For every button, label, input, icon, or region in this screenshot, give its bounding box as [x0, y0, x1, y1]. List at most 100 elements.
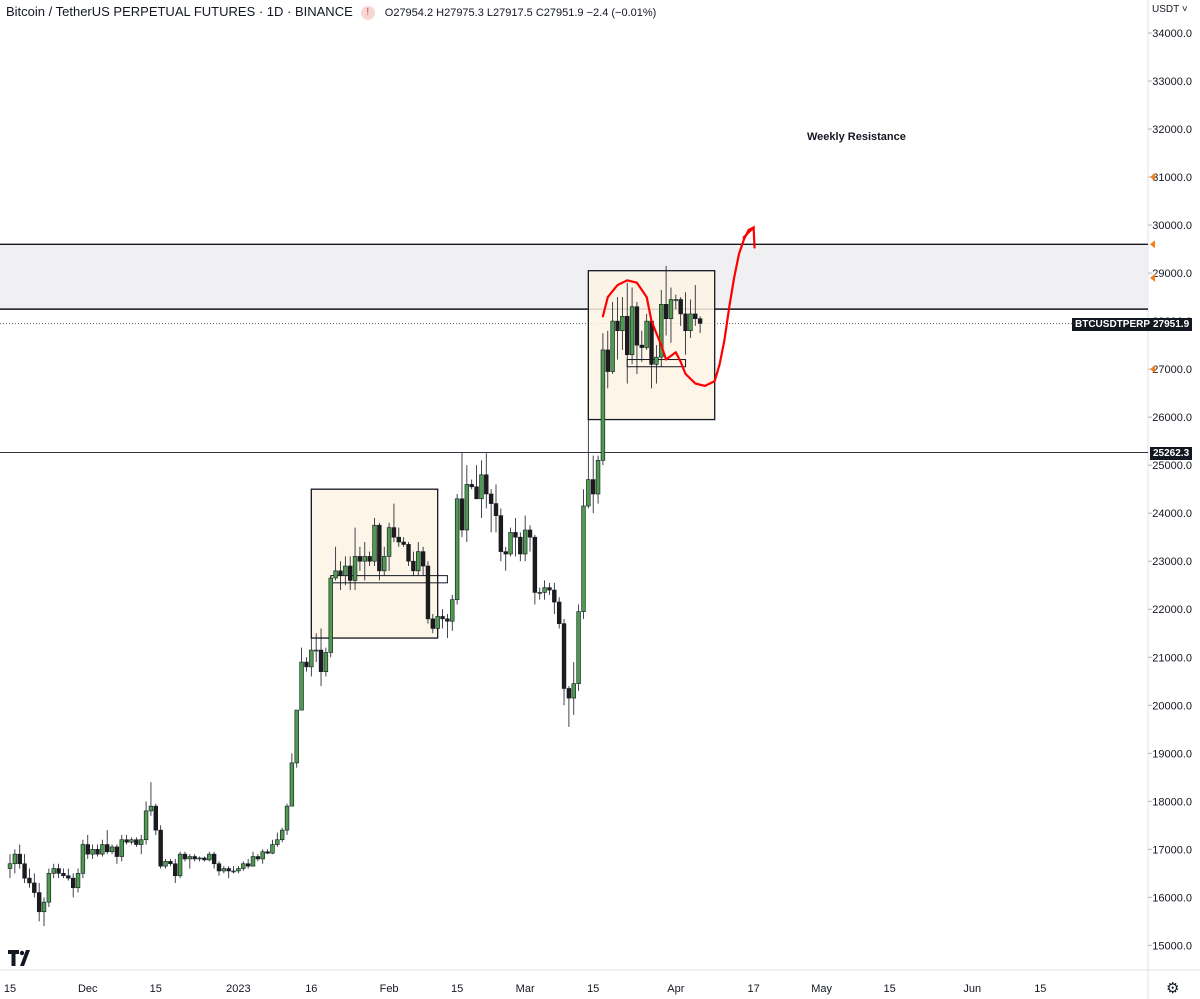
candle: [158, 825, 163, 869]
candle: [36, 882, 42, 922]
candle: [445, 614, 450, 639]
candle: [610, 301, 615, 374]
y-tick-label: 20000.0: [1152, 700, 1192, 712]
candle: [95, 844, 100, 857]
weekly-resistance-label[interactable]: Weekly Resistance: [807, 131, 906, 143]
candle: [406, 542, 411, 567]
candle: [216, 861, 222, 876]
alert-marker-icon: [1150, 273, 1155, 282]
candle: [362, 542, 367, 581]
level-tag: 25262.3: [1150, 447, 1193, 460]
candle: [134, 837, 139, 847]
y-tick-label: 30000.0: [1152, 220, 1192, 232]
symbol-title[interactable]: Bitcoin / TetherUS PERPETUAL FUTURES · 1…: [6, 4, 353, 19]
candle: [119, 834, 124, 862]
candle: [270, 839, 275, 855]
candle: [265, 849, 270, 855]
candle: [435, 614, 440, 631]
x-tick-label: 17: [747, 983, 759, 995]
candle: [576, 604, 581, 691]
candle: [129, 837, 134, 845]
candle: [90, 844, 95, 859]
resistance-zone: [0, 244, 1148, 310]
candle: [352, 527, 358, 591]
tradingview-logo-icon[interactable]: [8, 950, 36, 966]
x-tick-label: Feb: [380, 983, 399, 995]
candle: [683, 292, 688, 355]
candle: [488, 489, 494, 533]
x-tick-label: 15: [150, 983, 162, 995]
candle: [275, 832, 280, 847]
candle: [148, 782, 154, 816]
x-tick-label: Dec: [78, 983, 98, 995]
x-tick-label: 16: [305, 983, 317, 995]
candle: [338, 561, 343, 591]
candle: [143, 801, 149, 845]
y-tick-label: 33000.0: [1152, 76, 1192, 88]
candle: [17, 844, 22, 869]
x-tick-label: Jun: [963, 983, 981, 995]
candle: [629, 287, 635, 365]
x-tick-label: May: [811, 983, 832, 995]
y-tick-label: 17000.0: [1152, 844, 1192, 856]
settings-gear-icon[interactable]: ⚙: [1166, 980, 1180, 997]
candle: [85, 834, 90, 859]
arrowhead-icon: [742, 224, 756, 249]
currency-selector[interactable]: USDT ˅: [1152, 4, 1188, 15]
candle: [294, 709, 299, 768]
candle: [182, 851, 188, 862]
y-tick-label: 26000.0: [1152, 412, 1192, 424]
candle: [192, 854, 197, 862]
candle: [241, 861, 246, 871]
candle: [207, 851, 212, 862]
candle: [279, 827, 285, 843]
y-tick-label: 18000.0: [1152, 796, 1192, 808]
candle: [255, 854, 261, 862]
candle: [168, 858, 173, 867]
candle: [284, 803, 290, 835]
candle: [236, 866, 241, 874]
candle: [313, 633, 319, 663]
y-tick-label: 21000.0: [1152, 652, 1192, 664]
candle: [401, 537, 406, 547]
candle: [22, 854, 27, 883]
candle: [100, 839, 105, 857]
candle: [600, 333, 606, 466]
candle: [109, 844, 115, 855]
flag-icon[interactable]: !: [360, 6, 375, 20]
candle: [620, 297, 625, 350]
candle: [440, 609, 445, 629]
candle: [678, 297, 683, 326]
candle: [7, 854, 13, 879]
candle: [328, 575, 333, 658]
candle: [260, 849, 265, 864]
candle: [372, 518, 377, 567]
candle: [289, 753, 295, 807]
candle: [605, 330, 610, 389]
candle: [197, 856, 202, 862]
y-tick-label: 32000.0: [1152, 124, 1192, 136]
y-tick-label: 19000.0: [1152, 748, 1192, 760]
candle: [668, 287, 674, 343]
candle: [139, 834, 144, 855]
x-tick-label: 15: [884, 983, 896, 995]
candle: [590, 455, 596, 514]
candle: [309, 638, 314, 677]
candle: [450, 594, 455, 631]
candle: [503, 546, 508, 571]
candle: [245, 858, 251, 869]
candle: [639, 330, 645, 362]
candle: [250, 851, 256, 867]
candle: [211, 851, 217, 869]
candle: [556, 597, 562, 629]
candle: [474, 465, 479, 500]
y-tick-label: 22000.0: [1152, 604, 1192, 616]
candle: [173, 858, 178, 883]
candle: [688, 299, 693, 338]
x-tick-label: 15: [4, 983, 16, 995]
candle: [654, 345, 659, 384]
candle: [454, 493, 460, 605]
candle: [416, 542, 421, 576]
candle: [221, 866, 227, 874]
